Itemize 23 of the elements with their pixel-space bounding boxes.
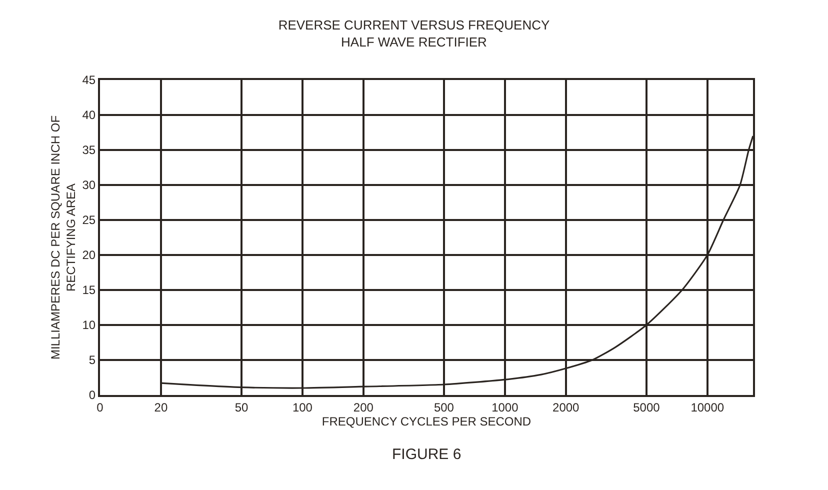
x-tick-label: 20 <box>154 400 168 414</box>
y-tick-label: 20 <box>82 248 96 262</box>
y-tick-label: 0 <box>88 388 96 402</box>
y-tick-label: 40 <box>82 108 96 122</box>
x-tick-label: 10000 <box>690 400 724 414</box>
y-tick-label: 30 <box>82 178 96 192</box>
y-tick-label: 35 <box>82 143 96 158</box>
x-axis-title: FREQUENCY CYCLES PER SECOND <box>322 414 532 428</box>
y-tick-label: 45 <box>82 73 96 88</box>
y-axis-title: MILLIAMPERES DC PER SQUARE INCH OF RECTIFYING AREA <box>48 115 78 360</box>
x-tick-label: 1000 <box>492 400 519 414</box>
x-tick-label: 5000 <box>633 400 660 414</box>
y-tick-label: 5 <box>88 353 96 368</box>
chart-title: REVERSE CURRENT VERSUS FREQUENCY HALF WAVE RECTIFIER <box>278 17 550 50</box>
y-tick-label: 10 <box>82 318 96 332</box>
x-tick-label: 200 <box>353 400 374 414</box>
y-tick-label: 25 <box>82 213 96 228</box>
y-tick-label: 15 <box>82 283 96 298</box>
x-tick-label: 100 <box>292 400 313 414</box>
caption: FIGURE 6 <box>392 446 462 463</box>
x-tick-label: 2000 <box>552 400 580 414</box>
x-tick-label: 500 <box>434 400 454 414</box>
x-tick-label: 50 <box>234 400 249 414</box>
